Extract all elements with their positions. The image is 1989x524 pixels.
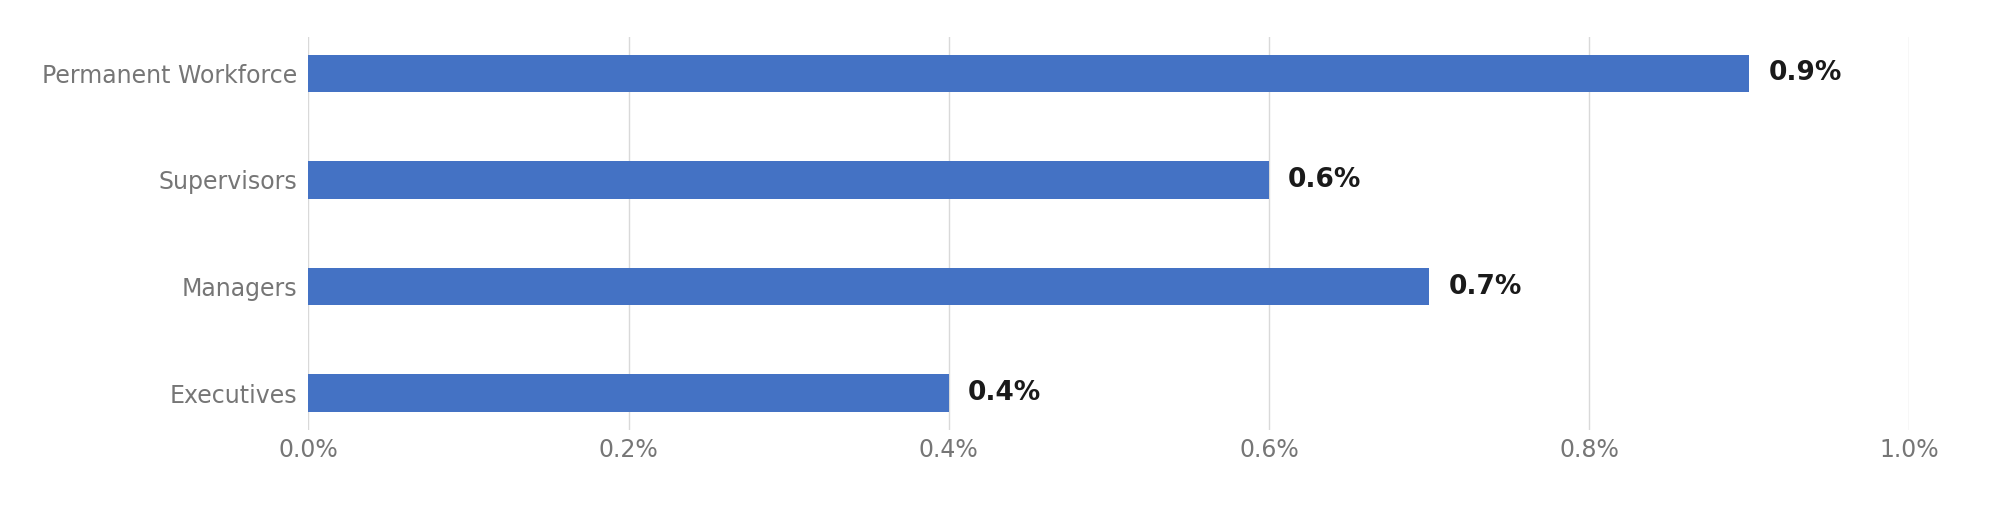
Bar [308,268,1428,305]
Bar [308,375,949,412]
Text: 0.4%: 0.4% [969,380,1040,406]
Bar [308,54,1748,92]
Text: 0.9%: 0.9% [1768,60,1842,86]
Text: 0.7%: 0.7% [1448,274,1522,300]
Text: 0.6%: 0.6% [1289,167,1362,193]
Bar [308,161,1269,199]
